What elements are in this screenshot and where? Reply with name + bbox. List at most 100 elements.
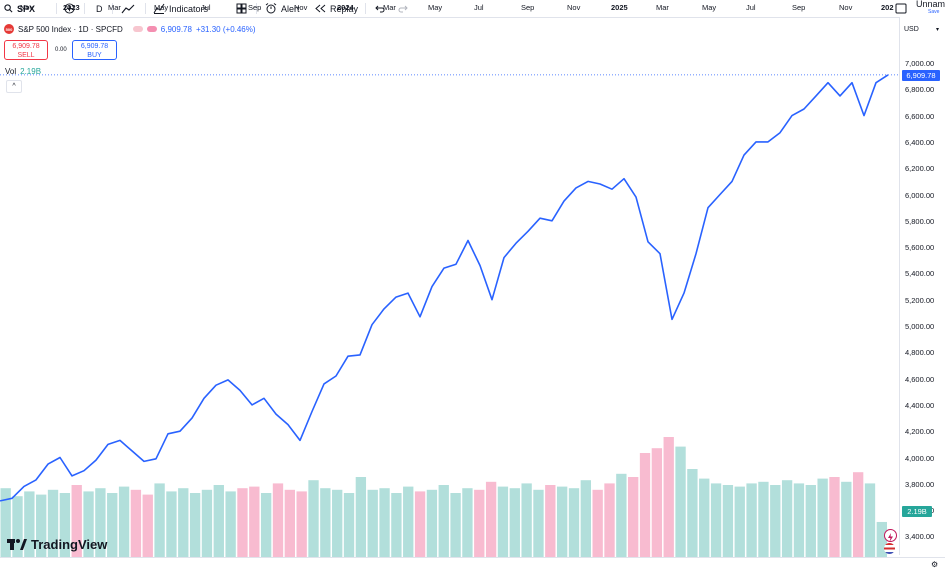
volume-bar bbox=[675, 446, 686, 557]
volume-bar bbox=[24, 491, 35, 557]
volume-bar bbox=[687, 469, 698, 557]
line-chart-icon bbox=[121, 4, 135, 13]
compare-button[interactable] bbox=[64, 0, 75, 17]
volume-bar bbox=[414, 491, 426, 557]
volume-bar bbox=[379, 488, 390, 557]
time-tick: 2024 bbox=[337, 3, 354, 12]
collapse-legend-button[interactable]: ^ bbox=[6, 80, 22, 93]
volume-bar bbox=[142, 494, 153, 557]
volume-bar bbox=[391, 493, 402, 557]
volume-bar bbox=[556, 486, 568, 557]
volume-bar bbox=[130, 489, 142, 557]
last-price: 6,909.78 bbox=[160, 24, 192, 34]
volume-bar bbox=[639, 453, 651, 557]
time-tick: Sep bbox=[248, 3, 262, 12]
price-tick: 4,200.00 bbox=[905, 427, 935, 437]
interval-label: D bbox=[96, 3, 103, 14]
price-tick: 6,000.00 bbox=[905, 190, 935, 200]
volume-bar bbox=[343, 493, 355, 557]
undo-button[interactable] bbox=[375, 0, 385, 17]
tradingview-wordmark: TradingView bbox=[31, 537, 108, 552]
price-chart[interactable] bbox=[0, 17, 899, 557]
volume-bar bbox=[296, 491, 307, 557]
time-tick: Nov bbox=[294, 3, 308, 12]
menu-icon[interactable] bbox=[146, 26, 157, 32]
time-tick: May bbox=[702, 3, 717, 12]
search-icon bbox=[4, 4, 13, 13]
time-tick: Jul bbox=[201, 3, 211, 12]
indicators-icon bbox=[153, 3, 165, 14]
time-tick: 2023 bbox=[63, 3, 80, 12]
volume-bar bbox=[497, 486, 509, 557]
volume-bar bbox=[71, 485, 82, 557]
buy-button[interactable]: 6,909.78 BUY bbox=[72, 40, 117, 60]
volume-bar bbox=[438, 485, 449, 557]
time-tick: Mar bbox=[383, 3, 396, 12]
indicators-button[interactable]: Indicators bbox=[153, 0, 208, 17]
time-tick: May bbox=[428, 3, 443, 12]
volume-bar bbox=[781, 480, 793, 557]
alert-button[interactable]: Alert bbox=[265, 0, 300, 17]
time-tick: Sep bbox=[792, 3, 806, 12]
volume-bar bbox=[592, 489, 603, 557]
toolbar-divider bbox=[84, 3, 85, 14]
sell-button[interactable]: 6,909.78 SELL bbox=[4, 40, 48, 60]
volume-bar bbox=[533, 489, 544, 557]
time-tick: 2025 bbox=[611, 3, 628, 12]
sell-price: 6,909.78 bbox=[12, 43, 40, 50]
volume-label: Vol bbox=[5, 67, 17, 76]
price-tick: 5,600.00 bbox=[905, 243, 935, 253]
volume-bar bbox=[260, 493, 272, 557]
price-tick: 6,400.00 bbox=[905, 137, 935, 147]
tradingview-logo[interactable]: TradingView bbox=[7, 537, 107, 552]
redo-button[interactable] bbox=[398, 0, 408, 17]
layout-name[interactable]: Unnam bbox=[916, 0, 945, 9]
volume-bar bbox=[485, 481, 497, 557]
time-axis[interactable] bbox=[0, 557, 945, 572]
tradingview-logo-icon bbox=[7, 539, 27, 550]
currency-label[interactable]: USD bbox=[904, 26, 919, 33]
fullscreen-button[interactable] bbox=[895, 0, 907, 17]
redo-icon bbox=[398, 5, 408, 12]
volume-bar bbox=[710, 483, 722, 557]
volume-bar bbox=[509, 488, 520, 557]
time-tick: Mar bbox=[656, 3, 669, 12]
volume-bar bbox=[320, 488, 331, 557]
volume-bar bbox=[628, 477, 639, 557]
volume-bar bbox=[367, 489, 378, 557]
lightning-icon[interactable] bbox=[884, 529, 897, 542]
toolbar-divider bbox=[145, 3, 146, 14]
replay-button[interactable]: Replay bbox=[315, 0, 358, 17]
price-tick: 7,000.00 bbox=[905, 59, 935, 68]
series-title[interactable]: S&P 500 Index · 1D · SPCFD bbox=[18, 24, 123, 34]
volume-bar bbox=[107, 493, 118, 557]
volume-bar bbox=[308, 480, 319, 557]
flag-icon[interactable] bbox=[132, 26, 143, 32]
volume-bar bbox=[118, 486, 130, 557]
interval-button[interactable]: D bbox=[96, 0, 103, 17]
volume-value: 2.19B bbox=[20, 67, 42, 76]
price-line bbox=[0, 74, 889, 502]
volume-bar bbox=[36, 494, 47, 557]
chart-type-button[interactable] bbox=[121, 0, 135, 17]
price-axis[interactable] bbox=[899, 17, 945, 555]
time-tick: Jul bbox=[474, 3, 484, 12]
symbol-search[interactable]: SPX bbox=[4, 0, 35, 17]
volume-badge: 2.19B bbox=[902, 506, 932, 517]
time-tick: Nov bbox=[20, 3, 34, 12]
price-tick: 3,800.00 bbox=[905, 479, 935, 489]
price-tick: 6,200.00 bbox=[905, 164, 935, 174]
save-link[interactable]: Save bbox=[928, 9, 940, 15]
top-toolbar: SPX D Indicators Alert Replay Unnam Save bbox=[0, 0, 945, 18]
volume-bar bbox=[651, 448, 663, 557]
buy-price: 6,909.78 bbox=[80, 43, 109, 50]
gear-icon[interactable]: ⚙ bbox=[931, 560, 939, 569]
chevron-down-icon[interactable]: ▾ bbox=[936, 27, 940, 33]
layouts-button[interactable] bbox=[236, 0, 247, 17]
add-circle-icon bbox=[64, 3, 75, 14]
price-tick: 4,000.00 bbox=[905, 453, 935, 463]
volume-bar bbox=[734, 486, 745, 557]
volume-bar bbox=[189, 493, 201, 557]
us-flag-icon[interactable] bbox=[884, 543, 895, 554]
symbol-label: SPX bbox=[17, 3, 36, 14]
